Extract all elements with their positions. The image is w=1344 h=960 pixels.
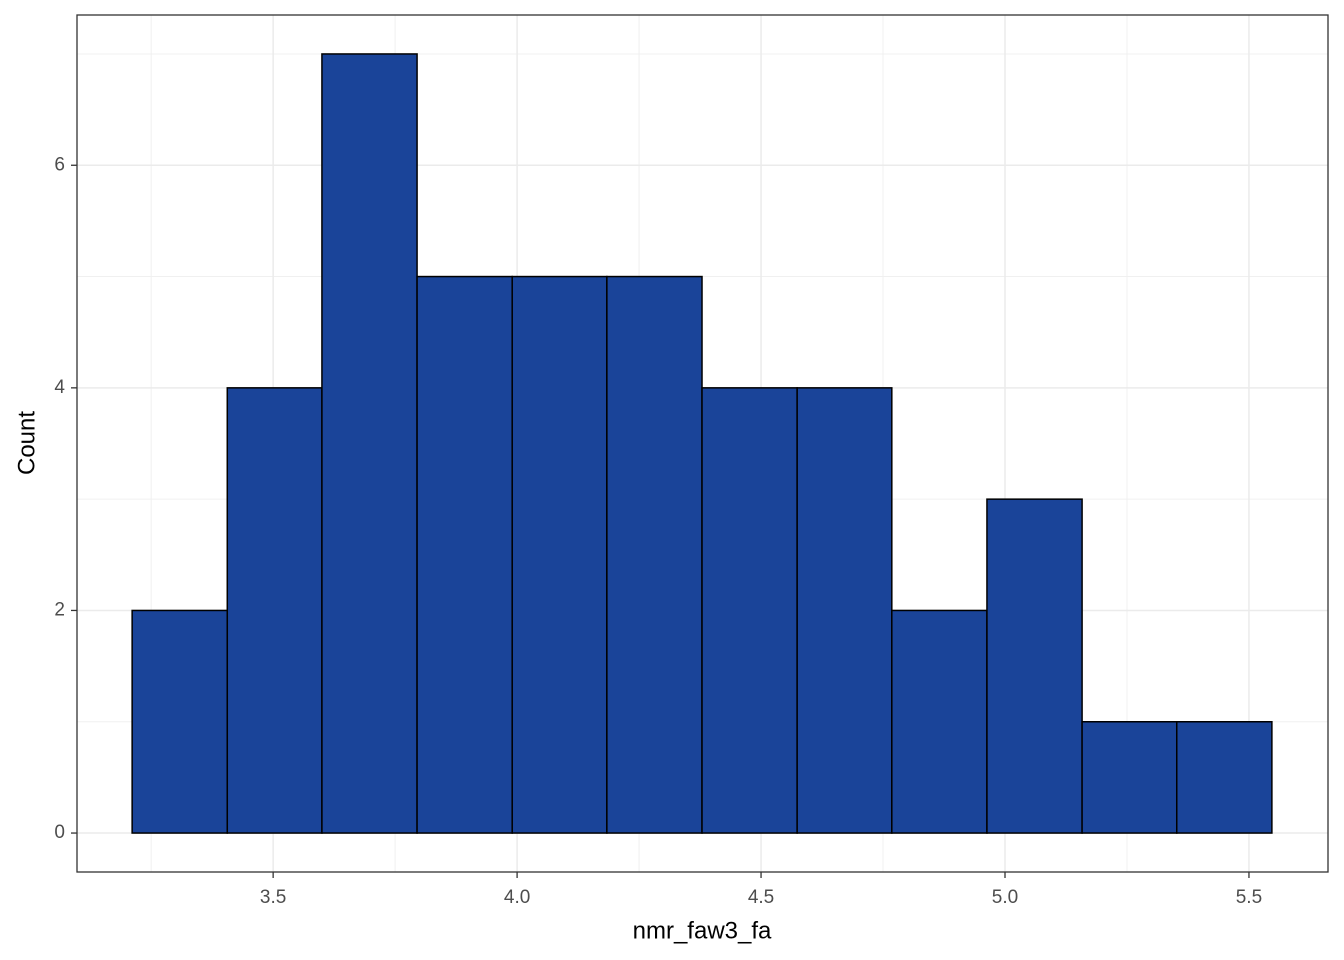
panel-border xyxy=(76,14,1329,873)
bar xyxy=(321,53,418,834)
x-tick-label: 5.5 xyxy=(1236,887,1262,908)
y-tick-label: 2 xyxy=(54,599,65,620)
bar xyxy=(1175,720,1273,834)
x-tick-label: 4.5 xyxy=(748,887,774,908)
y-axis-title: Count xyxy=(13,411,40,475)
x-axis-title: nmr_faw3_fa xyxy=(633,917,772,944)
bar xyxy=(1081,720,1178,834)
bar xyxy=(131,609,229,834)
x-tick-label: 5.0 xyxy=(992,887,1018,908)
bar xyxy=(986,498,1083,834)
bar xyxy=(416,275,513,834)
bar xyxy=(796,387,893,834)
x-tick-label: 4.0 xyxy=(504,887,530,908)
y-tick-label: 0 xyxy=(54,822,65,843)
bar xyxy=(606,275,703,834)
bar xyxy=(701,387,798,834)
bar xyxy=(511,275,608,834)
bar xyxy=(891,609,988,834)
bar xyxy=(226,387,323,834)
y-tick-label: 4 xyxy=(54,377,65,398)
y-tick-label: 6 xyxy=(54,154,65,175)
x-tick-label: 3.5 xyxy=(260,887,286,908)
